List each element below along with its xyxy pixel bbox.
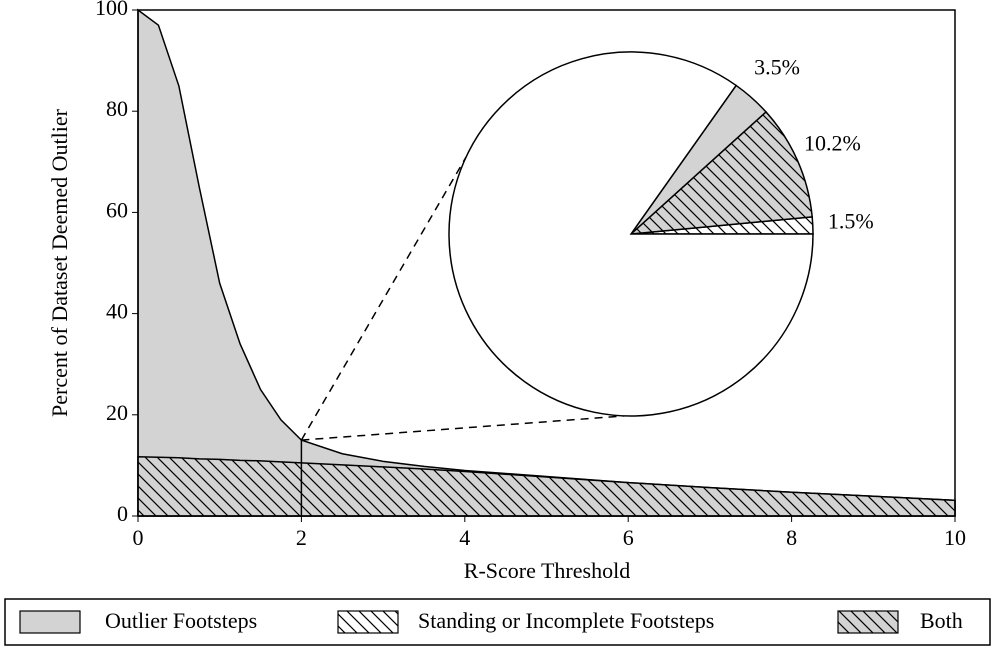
legend-label: Outlier Footsteps [105,608,257,633]
y-tick-label: 100 [95,0,128,20]
legend-swatch [837,610,899,634]
x-tick-label: 4 [459,525,470,550]
y-tick-label: 60 [106,197,128,222]
x-tick-label: 10 [944,525,966,550]
x-tick-label: 6 [623,525,634,550]
y-tick-label: 20 [106,400,128,425]
pie-slice [628,110,814,235]
legend-label: Standing or Incomplete Footsteps [418,608,714,633]
plot-frame [137,9,956,517]
y-tick-label: 40 [106,299,128,324]
legend-frame [4,598,991,646]
pie-label: 10.2% [804,130,861,155]
legend-swatch [19,610,81,634]
pie-label: 1.5% [828,209,874,234]
y-tick-label: 0 [117,501,128,526]
x-axis-label: R-Score Threshold [464,558,630,583]
pie-label: 3.5% [754,54,800,79]
inset-connector [301,415,625,441]
pie-slice [448,51,814,417]
legend-swatch [337,610,399,634]
inset-connector [300,156,467,441]
y-tick-label: 80 [106,96,128,121]
x-tick-label: 0 [133,525,144,550]
area [137,456,956,517]
x-tick-label: 8 [786,525,797,550]
legend-label: Both [920,608,963,633]
y-axis-label: Percent of Dataset Deemed Outlier [47,108,72,417]
x-tick-label: 2 [296,525,307,550]
